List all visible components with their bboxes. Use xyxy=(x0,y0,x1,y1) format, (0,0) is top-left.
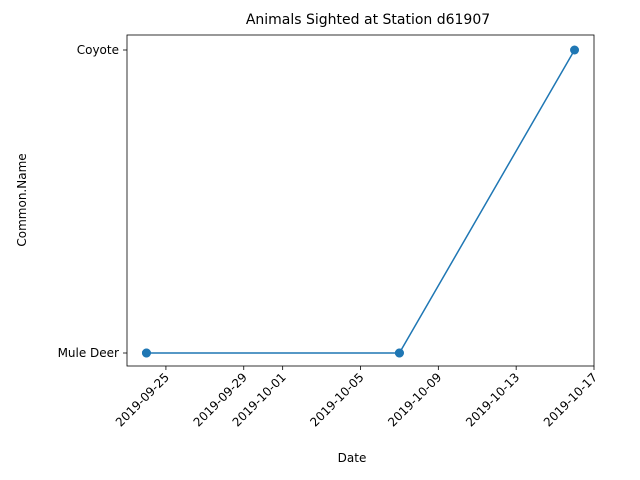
x-axis-label: Date xyxy=(338,451,367,465)
data-point xyxy=(394,348,404,358)
data-point xyxy=(570,45,580,55)
series-layer xyxy=(141,45,580,358)
y-axis: Mule Deer Coyote xyxy=(58,43,127,360)
x-tick-label: 2019-09-25 xyxy=(113,370,172,429)
chart-title: Animals Sighted at Station d61907 xyxy=(246,12,490,28)
x-tick-label: 2019-10-17 xyxy=(541,370,600,429)
y-tick-label: Coyote xyxy=(77,43,119,57)
plot-frame xyxy=(126,34,595,367)
y-axis-label: Common.Name xyxy=(15,153,29,246)
x-tick-label: 2019-10-13 xyxy=(463,370,522,429)
data-point xyxy=(141,348,151,358)
x-tick-label: 2019-10-09 xyxy=(385,370,444,429)
plot-area xyxy=(126,34,595,367)
y-tick-label: Mule Deer xyxy=(58,346,119,360)
series-line xyxy=(146,49,576,354)
x-tick-label: 2019-10-05 xyxy=(307,370,366,429)
